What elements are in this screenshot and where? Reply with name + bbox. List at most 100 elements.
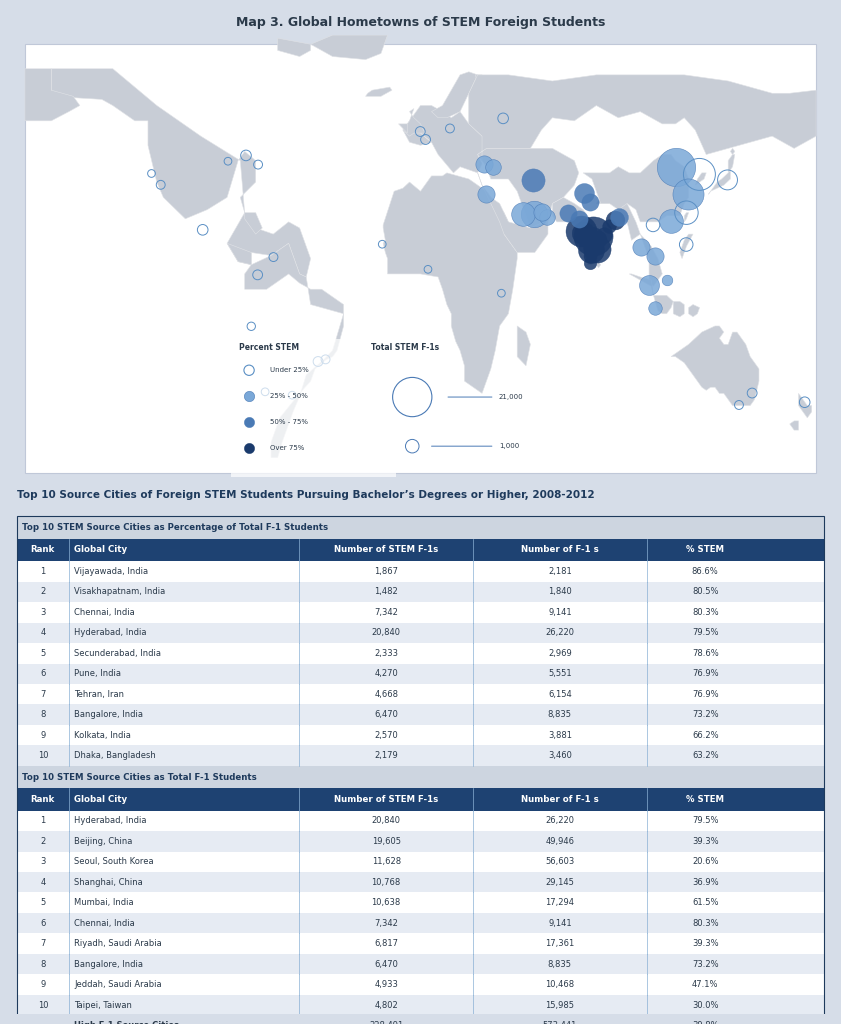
Text: 61.5%: 61.5% xyxy=(692,898,718,907)
Bar xyxy=(17,811,824,831)
Text: 1: 1 xyxy=(40,816,45,825)
Text: 11,628: 11,628 xyxy=(372,857,400,866)
Text: 3: 3 xyxy=(40,857,45,866)
Bar xyxy=(17,516,824,539)
Text: 2,179: 2,179 xyxy=(374,752,398,760)
Point xyxy=(319,351,332,368)
Point xyxy=(681,185,695,202)
Polygon shape xyxy=(245,213,262,234)
Text: 4,270: 4,270 xyxy=(374,670,398,678)
Text: 79.5%: 79.5% xyxy=(692,629,718,637)
Text: Global City: Global City xyxy=(74,795,127,804)
Text: 1: 1 xyxy=(40,567,45,575)
Point xyxy=(526,172,540,188)
Text: 76.9%: 76.9% xyxy=(692,690,718,698)
Text: 2,570: 2,570 xyxy=(374,731,398,739)
Point xyxy=(573,211,586,227)
Text: Top 10 STEM Source Cities as Percentage of Total F-1 Students: Top 10 STEM Source Cities as Percentage … xyxy=(22,523,328,532)
Text: 5: 5 xyxy=(40,649,45,657)
Point xyxy=(478,156,491,172)
Text: Number of F-1 s: Number of F-1 s xyxy=(521,546,599,554)
Text: 63.2%: 63.2% xyxy=(692,752,718,760)
Text: 86.6%: 86.6% xyxy=(692,567,718,575)
Polygon shape xyxy=(689,304,700,316)
Text: Map 3. Global Hometowns of STEM Foreign Students: Map 3. Global Hometowns of STEM Foreign … xyxy=(235,16,606,30)
Text: 9: 9 xyxy=(40,731,45,739)
Text: 66.2%: 66.2% xyxy=(692,731,718,739)
Point xyxy=(608,212,621,228)
Point xyxy=(245,318,258,335)
Text: 1,840: 1,840 xyxy=(548,588,572,596)
Point xyxy=(574,222,588,239)
Bar xyxy=(17,1016,824,1024)
Point xyxy=(680,237,693,253)
Text: 8: 8 xyxy=(40,711,45,719)
Bar xyxy=(17,872,824,893)
Text: 56,603: 56,603 xyxy=(545,857,574,866)
Text: 78.6%: 78.6% xyxy=(692,649,718,657)
Polygon shape xyxy=(383,173,517,393)
Text: Kolkata, India: Kolkata, India xyxy=(74,731,131,739)
Text: 8: 8 xyxy=(40,959,45,969)
Point xyxy=(240,147,253,164)
Text: 3: 3 xyxy=(40,608,45,616)
Point xyxy=(646,217,659,233)
Point xyxy=(586,227,600,244)
FancyBboxPatch shape xyxy=(231,339,396,477)
Point xyxy=(648,300,662,316)
Point xyxy=(258,384,272,400)
Text: 10,468: 10,468 xyxy=(545,980,574,989)
Text: 49,946: 49,946 xyxy=(545,837,574,846)
Polygon shape xyxy=(431,72,478,118)
Point xyxy=(602,218,616,234)
Text: Vijayawada, India: Vijayawada, India xyxy=(74,567,148,575)
Point xyxy=(516,206,530,222)
Text: 39.3%: 39.3% xyxy=(692,939,718,948)
Point xyxy=(419,131,432,147)
Text: Rank: Rank xyxy=(31,795,56,804)
Polygon shape xyxy=(517,326,531,366)
Text: Hyderabad, India: Hyderabad, India xyxy=(74,816,146,825)
Text: 2: 2 xyxy=(40,588,45,596)
Text: Top 10 STEM Source Cities as Total F-1 Students: Top 10 STEM Source Cities as Total F-1 S… xyxy=(22,772,257,781)
Text: 6,470: 6,470 xyxy=(374,959,398,969)
Point xyxy=(576,224,590,241)
Point xyxy=(745,385,759,401)
Text: Taipei, Taiwan: Taipei, Taiwan xyxy=(74,1000,132,1010)
Polygon shape xyxy=(403,109,425,136)
Text: 1,482: 1,482 xyxy=(374,588,398,596)
Text: 3,881: 3,881 xyxy=(547,731,572,739)
Text: Jeddah, Saudi Arabia: Jeddah, Saudi Arabia xyxy=(74,980,161,989)
Text: Total STEM F-1s: Total STEM F-1s xyxy=(371,343,439,352)
Text: 7,342: 7,342 xyxy=(374,919,398,928)
Bar xyxy=(17,623,824,643)
Text: 6: 6 xyxy=(40,670,45,678)
Text: 9: 9 xyxy=(40,980,45,989)
Text: Seoul, South Korea: Seoul, South Korea xyxy=(74,857,154,866)
Text: 5,551: 5,551 xyxy=(548,670,572,678)
Polygon shape xyxy=(730,148,735,155)
Point xyxy=(583,248,596,264)
Polygon shape xyxy=(596,198,662,286)
Point xyxy=(561,205,574,221)
Polygon shape xyxy=(674,301,685,316)
Polygon shape xyxy=(583,155,689,222)
Polygon shape xyxy=(478,148,579,228)
Text: Bangalore, India: Bangalore, India xyxy=(74,711,143,719)
Text: High F-1 Source Cities: High F-1 Source Cities xyxy=(74,1021,179,1024)
Text: 1,000: 1,000 xyxy=(499,443,519,450)
Point xyxy=(443,120,457,136)
Text: Bangalore, India: Bangalore, India xyxy=(74,959,143,969)
Text: Chennai, India: Chennai, India xyxy=(74,608,135,616)
Polygon shape xyxy=(310,35,388,59)
Text: Number of STEM F-1s: Number of STEM F-1s xyxy=(334,546,438,554)
Bar xyxy=(17,582,824,602)
Text: 15,985: 15,985 xyxy=(545,1000,574,1010)
Bar xyxy=(17,831,824,852)
Point xyxy=(648,248,662,264)
Text: 2: 2 xyxy=(40,837,45,846)
Polygon shape xyxy=(629,274,674,313)
Polygon shape xyxy=(399,124,407,133)
Text: 36.9%: 36.9% xyxy=(692,878,718,887)
Point xyxy=(496,111,510,127)
